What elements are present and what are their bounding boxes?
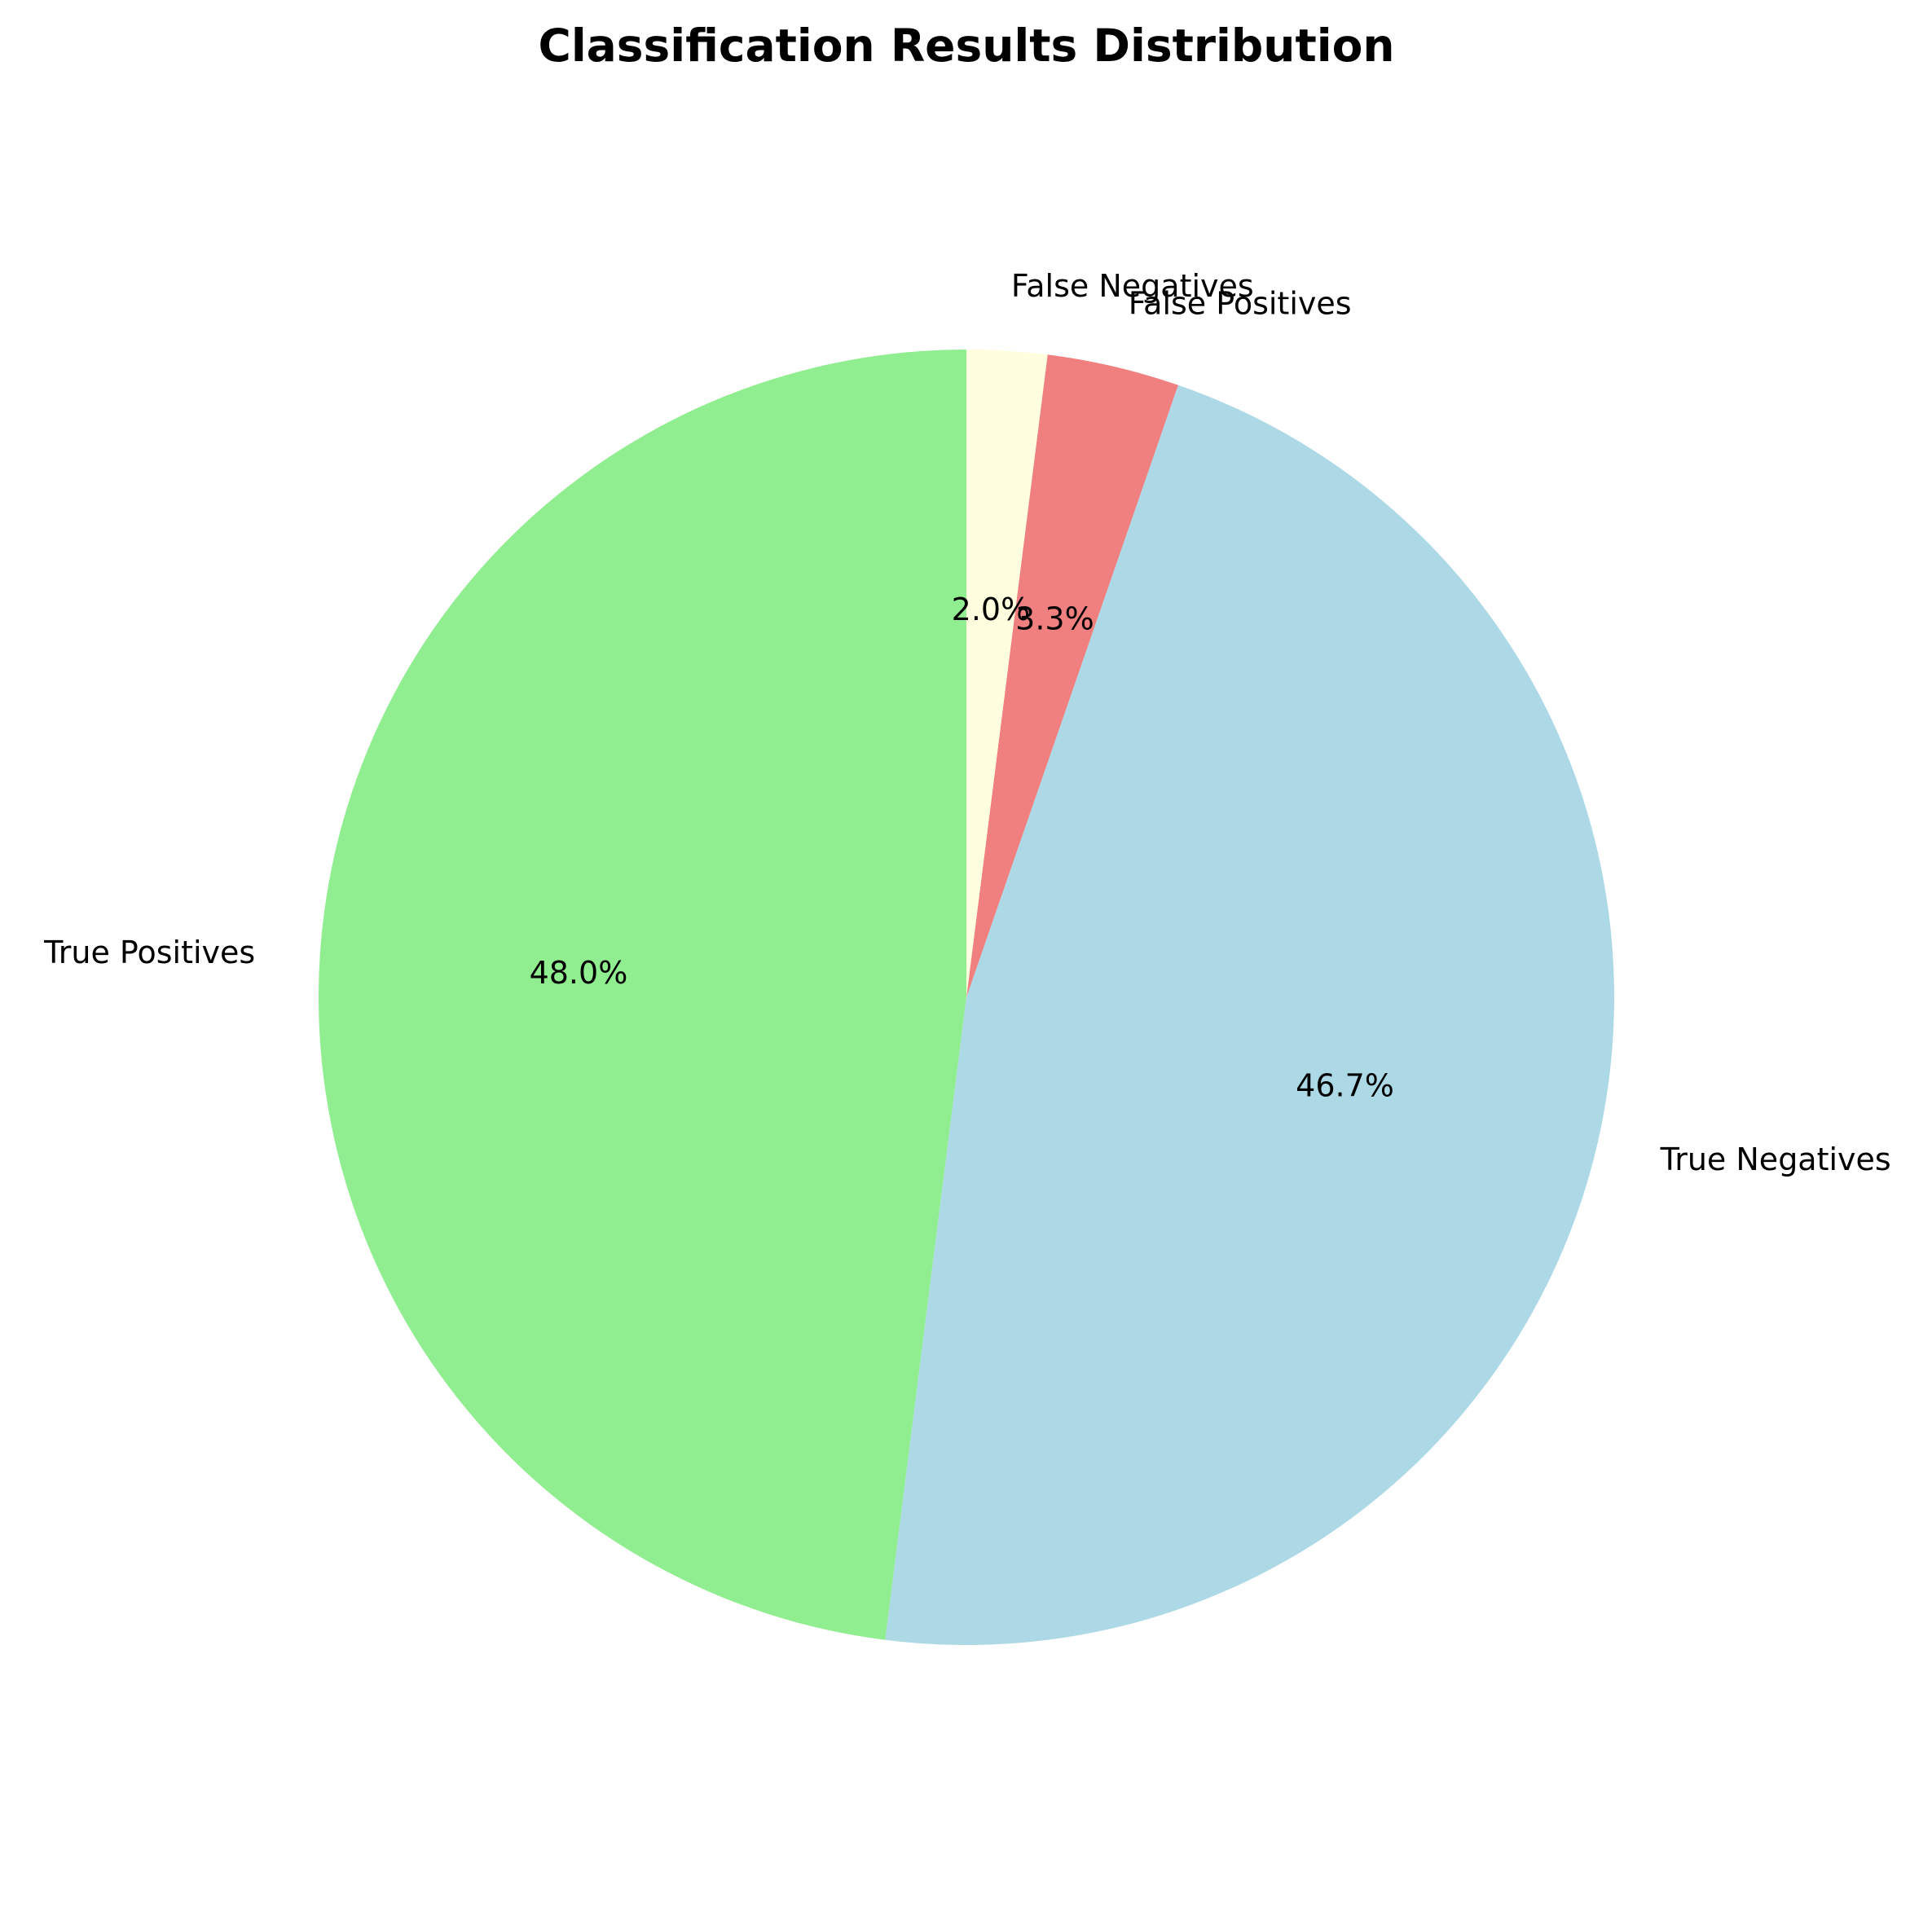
slice-percent-false-positives: 3.3% xyxy=(1015,600,1094,636)
pie-slices xyxy=(318,350,1614,1646)
slice-label-false-negatives: False Negatives xyxy=(1011,268,1254,304)
pie-slice-false-negatives xyxy=(966,350,1048,997)
pie-labels: True Positives 48.0% True Negatives 46.7% Fa… xyxy=(43,268,1891,1177)
chart-title: Classification Results Distribution xyxy=(538,20,1394,72)
slice-label-true-negatives: True Negatives xyxy=(1660,1141,1891,1177)
slice-percent-true-positives: 48.0% xyxy=(530,955,628,991)
pie-slice-true-negatives xyxy=(885,385,1614,1646)
slice-label-true-positives: True Positives xyxy=(43,935,255,970)
slice-percent-true-negatives: 46.7% xyxy=(1296,1067,1394,1103)
slice-percent-false-negatives: 2.0% xyxy=(952,592,1031,627)
slice-label-false-positives: False Positives xyxy=(1129,285,1352,321)
pie-slice-true-positives xyxy=(318,350,966,1640)
pie-slice-false-positives xyxy=(966,354,1178,997)
